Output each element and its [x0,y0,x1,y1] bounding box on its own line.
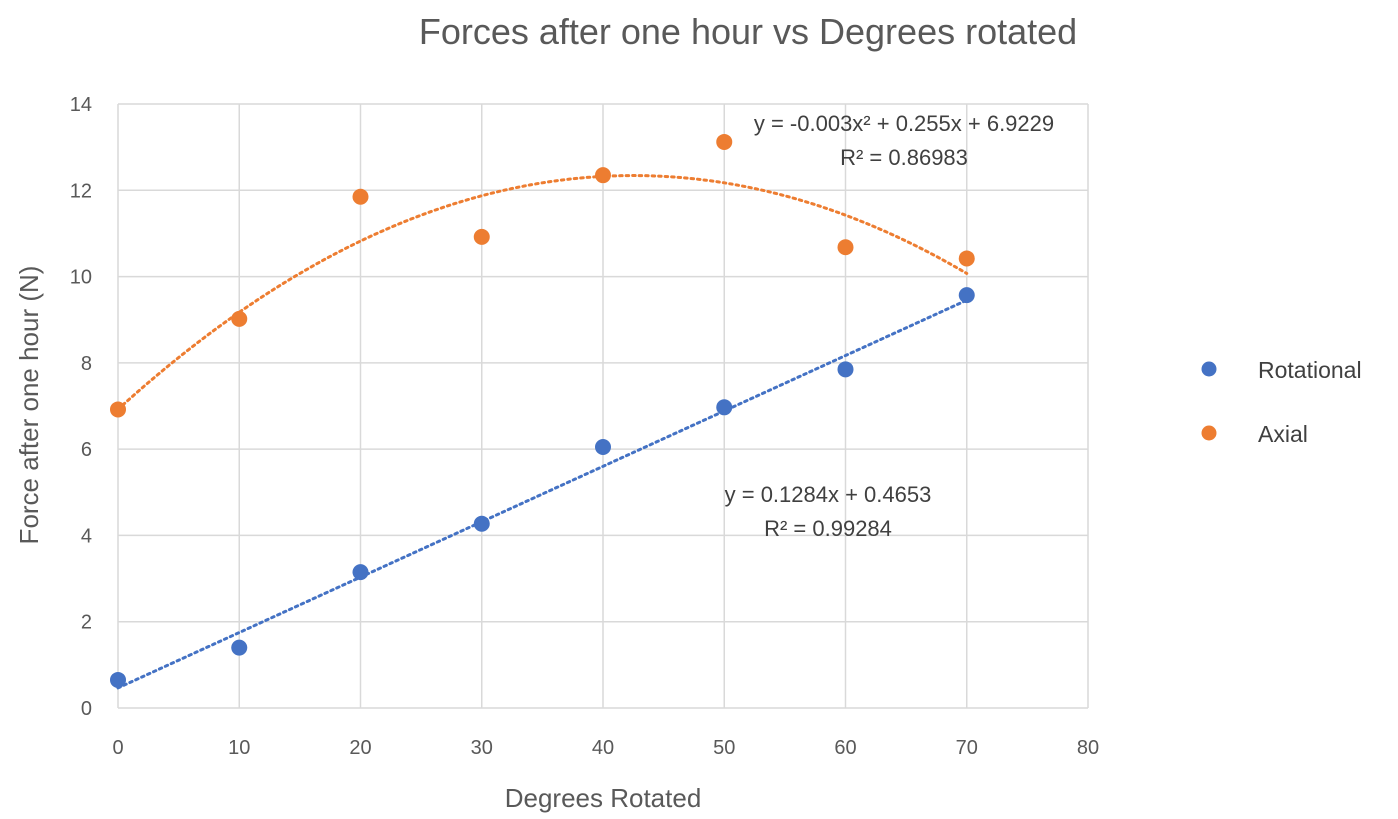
y-tick-label: 14 [70,94,92,116]
y-tick-label: 0 [81,698,92,720]
x-tick-label: 80 [1077,737,1099,759]
data-points [110,133,975,688]
x-tick-label: 70 [956,737,978,759]
x-tick-label: 30 [471,737,493,759]
x-tick-label: 50 [713,737,735,759]
y-axis-label: Force after one hour (N) [14,266,44,545]
legend: Rotational Axial [1201,357,1362,447]
point-axial [716,133,733,150]
point-rotational [837,361,854,378]
tick-labels: 0 2 4 6 8 10 12 14 0 10 20 30 40 50 60 70 80 [70,94,1099,759]
x-axis-label: Degrees Rotated [505,783,702,813]
rotational-trendline-r2: R² = 0.99284 [764,516,892,541]
chart-title: Forces after one hour vs Degrees rotated [419,11,1077,52]
y-tick-label: 2 [81,612,92,634]
y-tick-label: 8 [81,353,92,375]
y-tick-label: 4 [81,525,92,547]
x-tick-label: 0 [112,737,123,759]
point-axial [352,188,369,205]
trendlines [116,174,969,690]
legend-item-rotational: Rotational [1201,357,1362,383]
point-rotational [231,639,248,656]
point-axial [837,239,854,256]
point-rotational [958,287,975,304]
point-rotational [110,671,126,688]
axial-trendline-r2: R² = 0.86983 [840,145,968,170]
legend-item-axial: Axial [1201,421,1308,447]
y-tick-label: 6 [81,439,92,461]
point-axial [231,310,248,327]
point-axial [595,167,611,184]
grid [117,103,1089,709]
legend-label-axial: Axial [1258,421,1308,447]
point-axial [110,401,126,418]
x-tick-label: 60 [834,737,856,759]
trendline-axial [116,174,969,411]
x-tick-label: 20 [349,737,371,759]
point-rotational [716,399,733,416]
point-rotational [473,515,490,532]
x-tick-label: 40 [592,737,614,759]
y-tick-label: 12 [70,180,92,202]
axial-trendline-equation: y = -0.003x² + 0.255x + 6.9229 [754,111,1054,136]
point-rotational [595,438,611,455]
y-tick-label: 10 [70,267,92,289]
point-axial [958,250,975,267]
legend-label-rotational: Rotational [1258,357,1362,383]
trendline-rotational [116,298,969,690]
x-tick-label: 10 [228,737,250,759]
legend-marker-rotational [1201,361,1217,377]
point-axial [473,228,490,245]
legend-marker-axial [1201,425,1217,441]
rotational-trendline-equation: y = 0.1284x + 0.4653 [725,482,932,507]
point-rotational [352,564,369,581]
